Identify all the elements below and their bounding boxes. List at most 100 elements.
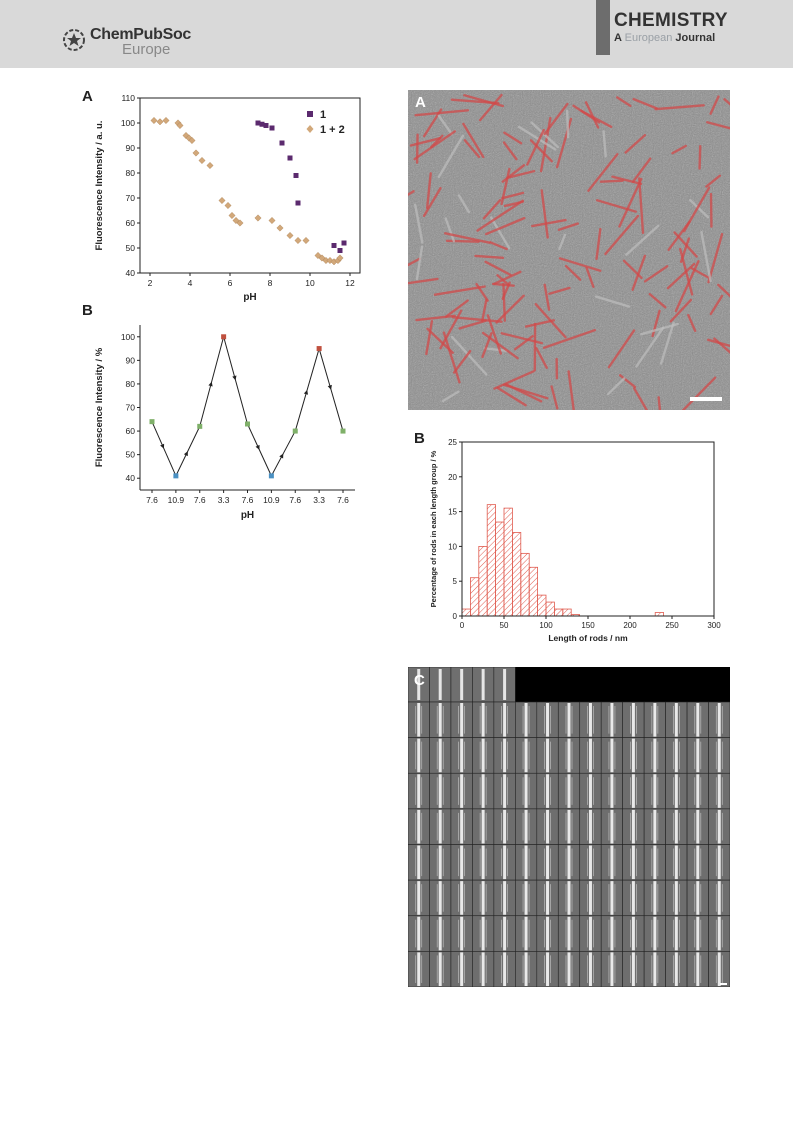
- arrow-head: [327, 384, 332, 390]
- nanorod: [414, 109, 470, 117]
- nanorod: [564, 264, 582, 281]
- nanorod: [463, 139, 481, 159]
- nanorod: [666, 262, 696, 290]
- data-point-series-1-plus-2: [218, 197, 226, 204]
- nanorod: [437, 134, 465, 179]
- data-point-series-1-plus-2: [162, 117, 170, 124]
- nanorod: [462, 122, 485, 159]
- histogram-bar: [654, 612, 664, 617]
- nanorod: [481, 298, 488, 323]
- nanorod: [481, 331, 519, 360]
- nanorod: [618, 374, 637, 389]
- nanorod: [723, 98, 730, 106]
- data-point-series-1-plus-2: [276, 224, 284, 232]
- nanorod: [422, 186, 442, 218]
- data-point-series-1-plus-2: [254, 214, 262, 222]
- nanorod: [602, 130, 607, 158]
- data-point-series-1: [259, 121, 265, 127]
- cycle-line-segment: [270, 430, 296, 477]
- panel-label-right-a: A: [415, 94, 426, 111]
- data-point: [221, 334, 227, 340]
- x-tick-label: 3.3: [218, 495, 230, 505]
- tem-noise: [408, 90, 730, 410]
- nanorod: [502, 383, 549, 400]
- histogram-bar: [520, 552, 530, 617]
- nanorod: [611, 175, 643, 185]
- panel-label-left-a: A: [82, 88, 93, 105]
- nanorod: [442, 331, 461, 384]
- panel-label-right-b: B: [414, 430, 425, 447]
- nanorod: [450, 98, 500, 105]
- nanorod: [422, 108, 443, 138]
- data-point: [197, 423, 203, 429]
- x-tick-label: 7.6: [289, 495, 301, 505]
- nanorod: [415, 314, 457, 322]
- y-tick-label: 50: [126, 450, 136, 460]
- x-tick-label: 3.3: [313, 495, 325, 505]
- montage-black-band: [515, 667, 730, 702]
- data-point-series-1-plus-2: [188, 137, 196, 144]
- panel-label-left-b: B: [82, 302, 93, 319]
- y-axis-label: Percentage of rods in each length group …: [429, 450, 438, 607]
- legend-label-1: 1: [320, 109, 326, 121]
- nanorod: [450, 335, 488, 376]
- nanorod: [706, 338, 730, 348]
- nanorod: [535, 347, 548, 369]
- nanorod: [451, 315, 503, 323]
- nanorod: [599, 179, 624, 183]
- nanorod: [531, 218, 567, 228]
- fluorescence-ph-scatter-chart: 40 50 60 70 80 90 100 110 2 4 6 8 10 12 pH Fluorescence…: [94, 93, 361, 303]
- nanorod: [709, 95, 720, 115]
- nanorod: [408, 190, 415, 197]
- legend-label-1-plus-2: 1 + 2: [320, 124, 345, 136]
- nanorod: [606, 377, 626, 396]
- data-point-series-1-plus-2: [318, 254, 326, 262]
- data-point-series-1-plus-2: [268, 217, 276, 224]
- nanorod: [558, 233, 567, 251]
- star-icon: [63, 29, 85, 51]
- histogram-bar: [495, 521, 505, 617]
- nanorod: [681, 376, 717, 410]
- nanorod: [550, 385, 559, 410]
- tem-rods-overlay: [408, 90, 730, 410]
- nanorod: [648, 292, 667, 309]
- data-point-series-1: [331, 243, 337, 248]
- nanorod: [484, 216, 526, 236]
- y-tick-label: 90: [126, 143, 136, 153]
- x-axis-label: pH: [241, 510, 254, 521]
- nanorod: [700, 231, 712, 283]
- x-tick-label: 10.9: [168, 495, 185, 505]
- cycle-line-segment: [318, 348, 344, 432]
- nanorod: [679, 247, 694, 296]
- nanorod: [502, 282, 507, 322]
- y-tick-label: 70: [126, 403, 136, 413]
- journal-sub-european: European: [624, 32, 673, 44]
- nanorod: [688, 198, 710, 219]
- nanorod: [503, 131, 523, 145]
- legend-marker-1: [307, 111, 313, 117]
- y-tick-label: 20: [448, 473, 457, 482]
- x-tick-label: 8: [268, 278, 273, 288]
- nanorod: [558, 257, 602, 272]
- nanorod: [682, 186, 711, 233]
- nanorod: [425, 319, 434, 356]
- nanorod: [491, 282, 515, 287]
- nanorod: [624, 134, 647, 154]
- y-tick-label: 100: [121, 332, 135, 342]
- nanorod: [495, 294, 525, 324]
- data-point-series-1: [295, 200, 301, 206]
- y-tick-label: 40: [126, 268, 136, 278]
- nanorod: [580, 109, 613, 129]
- arrow-head: [279, 453, 284, 459]
- data-point-series-1-plus-2: [314, 252, 322, 259]
- histogram-bar: [562, 608, 572, 617]
- y-tick-label: 60: [126, 218, 136, 228]
- data-point: [268, 473, 274, 479]
- nanorod: [513, 334, 534, 351]
- nanorod: [452, 349, 472, 374]
- nanorod: [584, 101, 600, 129]
- nanorod: [595, 227, 602, 261]
- data-point-series-1-plus-2: [224, 202, 232, 209]
- data-point-series-1: [279, 140, 285, 146]
- journal-sub-journal: Journal: [675, 32, 716, 44]
